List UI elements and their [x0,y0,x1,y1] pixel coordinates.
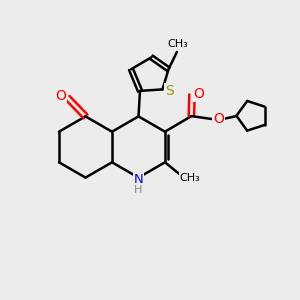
Text: O: O [56,89,66,103]
Text: H: H [134,185,143,195]
Text: CH₃: CH₃ [179,173,200,183]
Text: O: O [213,112,224,126]
Text: O: O [193,87,204,100]
Text: N: N [134,172,143,186]
Text: CH₃: CH₃ [167,39,188,50]
Text: S: S [165,84,173,98]
